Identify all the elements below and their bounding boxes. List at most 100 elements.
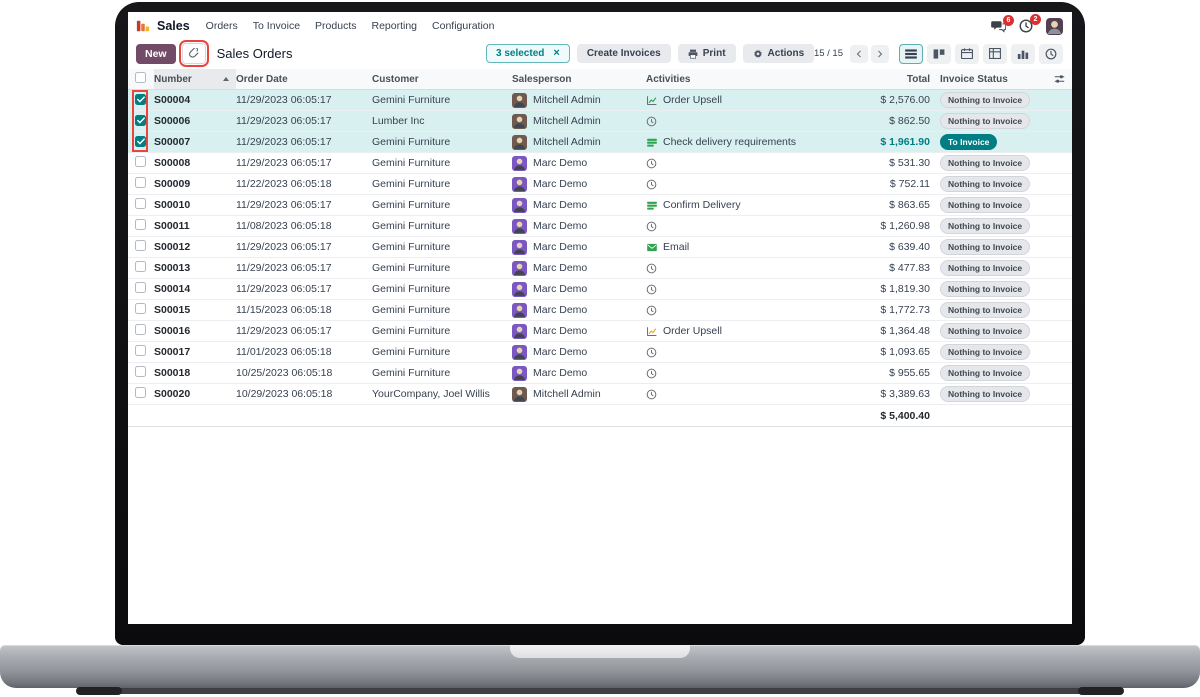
activity-cell[interactable] xyxy=(646,389,818,400)
menu-item-to-invoice[interactable]: To Invoice xyxy=(252,20,301,32)
column-header-invoice-status[interactable]: Invoice Status xyxy=(940,73,1008,85)
row-checkbox[interactable] xyxy=(135,261,146,272)
menu-item-orders[interactable]: Orders xyxy=(205,20,238,32)
chevron-left-icon xyxy=(856,50,861,57)
activity-cell[interactable] xyxy=(646,158,818,169)
app-name[interactable]: Sales xyxy=(157,19,190,33)
column-header-customer[interactable]: Customer xyxy=(372,73,419,85)
messages-icon[interactable]: 6 xyxy=(991,14,1014,33)
activity-upsell-icon xyxy=(646,326,658,337)
row-checkbox[interactable] xyxy=(135,366,146,377)
row-checkbox[interactable] xyxy=(135,136,146,147)
table-row[interactable]: S00020 10/29/2023 06:05:18 YourCompany, Jo… xyxy=(128,384,1072,405)
table-row[interactable]: S00008 11/29/2023 06:05:17 Gemini Furnitur… xyxy=(128,153,1072,174)
table-row[interactable]: S00004 11/29/2023 06:05:17 Gemini Furnitur… xyxy=(128,90,1072,111)
activity-cell[interactable]: Email xyxy=(646,241,818,253)
table-row[interactable]: S00014 11/29/2023 06:05:17 Gemini Furnitur… xyxy=(128,279,1072,300)
column-header-salesperson[interactable]: Salesperson xyxy=(512,73,572,85)
activity-label: Confirm Delivery xyxy=(663,199,741,211)
order-number: S00017 xyxy=(154,346,191,358)
row-checkbox[interactable] xyxy=(135,282,146,293)
select-all-checkbox[interactable] xyxy=(135,72,146,83)
menu-item-products[interactable]: Products xyxy=(315,20,357,32)
column-header-number[interactable]: Number xyxy=(154,69,236,89)
activity-view-button[interactable] xyxy=(1039,43,1063,64)
order-total: $ 955.65 xyxy=(889,367,930,379)
column-header-activities[interactable]: Activities xyxy=(646,73,691,85)
kanban-view-icon xyxy=(933,48,945,59)
optional-columns-icon[interactable] xyxy=(1054,74,1065,84)
calendar-view-button[interactable] xyxy=(955,43,979,64)
chevron-right-icon xyxy=(878,50,883,57)
order-date: 11/29/2023 06:05:17 xyxy=(236,262,332,274)
table-row[interactable]: S00015 11/15/2023 06:05:18 Gemini Furnitur… xyxy=(128,300,1072,321)
create-invoices-button[interactable]: Create Invoices xyxy=(576,44,671,63)
customer-name: Gemini Furniture xyxy=(372,157,451,169)
activity-cell[interactable] xyxy=(646,368,818,379)
pager-previous-button[interactable] xyxy=(850,44,868,63)
table-row[interactable]: S00017 11/01/2023 06:05:18 Gemini Furnitur… xyxy=(128,342,1072,363)
user-avatar[interactable] xyxy=(1046,17,1063,35)
table-row[interactable]: S00010 11/29/2023 06:05:17 Gemini Furnitur… xyxy=(128,195,1072,216)
table-row[interactable]: S00018 10/25/2023 06:05:18 Gemini Furnitur… xyxy=(128,363,1072,384)
order-number: S00007 xyxy=(154,136,191,148)
activity-view-icon xyxy=(1045,48,1057,59)
activity-cell[interactable] xyxy=(646,305,818,316)
row-checkbox[interactable] xyxy=(135,115,146,126)
table-row[interactable]: S00013 11/29/2023 06:05:17 Gemini Furnitur… xyxy=(128,258,1072,279)
laptop-foot-right xyxy=(1078,687,1124,695)
table-row[interactable]: S00016 11/29/2023 06:05:17 Gemini Furnitur… xyxy=(128,321,1072,342)
customer-name: Gemini Furniture xyxy=(372,178,451,190)
row-checkbox[interactable] xyxy=(135,324,146,335)
link-button[interactable] xyxy=(178,40,209,67)
laptop-bottom-edge xyxy=(78,688,1122,694)
row-checkbox[interactable] xyxy=(135,156,146,167)
graph-view-button[interactable] xyxy=(1011,43,1035,64)
new-button[interactable]: New xyxy=(136,43,176,64)
breadcrumb[interactable]: Sales Orders xyxy=(216,46,293,61)
actions-label: Actions xyxy=(767,48,805,59)
customer-name: Gemini Furniture xyxy=(372,304,451,316)
number-header-label: Number xyxy=(154,73,192,85)
column-header-order-date[interactable]: Order Date xyxy=(236,73,288,85)
table-row[interactable]: S00007 11/29/2023 06:05:17 Gemini Furnitur… xyxy=(128,132,1072,153)
deselect-icon[interactable]: × xyxy=(553,47,560,59)
activity-cell[interactable] xyxy=(646,179,818,190)
row-checkbox[interactable] xyxy=(135,240,146,251)
menu-item-reporting[interactable]: Reporting xyxy=(371,20,418,32)
column-header-total[interactable]: Total xyxy=(906,73,930,85)
row-checkbox[interactable] xyxy=(135,219,146,230)
activity-cell[interactable] xyxy=(646,284,818,295)
kanban-view-button[interactable] xyxy=(927,43,951,64)
activity-cell[interactable]: Order Upsell xyxy=(646,325,818,337)
activity-cell[interactable] xyxy=(646,221,818,232)
row-checkbox[interactable] xyxy=(135,303,146,314)
row-checkbox[interactable] xyxy=(135,387,146,398)
pivot-view-button[interactable] xyxy=(983,43,1007,64)
row-checkbox[interactable] xyxy=(135,177,146,188)
pager-next-button[interactable] xyxy=(871,44,889,63)
row-checkbox[interactable] xyxy=(135,198,146,209)
table-row[interactable]: S00009 11/22/2023 06:05:18 Gemini Furnitur… xyxy=(128,174,1072,195)
print-button[interactable]: Print xyxy=(677,44,736,63)
activity-cell[interactable]: Order Upsell xyxy=(646,94,818,106)
row-checkbox[interactable] xyxy=(135,345,146,356)
activity-cell[interactable] xyxy=(646,263,818,274)
table-row[interactable]: S00006 11/29/2023 06:05:17 Lumber Inc Mitch… xyxy=(128,111,1072,132)
table-row[interactable]: S00011 11/08/2023 06:05:18 Gemini Furnitur… xyxy=(128,216,1072,237)
table-row[interactable]: S00012 11/29/2023 06:05:17 Gemini Furnitur… xyxy=(128,237,1072,258)
activity-cell[interactable] xyxy=(646,116,818,127)
activity-cell[interactable]: Check delivery requirements xyxy=(646,136,818,148)
customer-name: Gemini Furniture xyxy=(372,325,451,337)
activity-cell[interactable] xyxy=(646,347,818,358)
activity-cell[interactable]: Confirm Delivery xyxy=(646,199,818,211)
invoice-status-badge: Nothing to Invoice xyxy=(940,197,1031,213)
actions-button[interactable]: Actions xyxy=(742,44,815,63)
row-checkbox[interactable] xyxy=(135,94,146,105)
salesperson-avatar xyxy=(512,386,527,402)
menu-item-configuration[interactable]: Configuration xyxy=(432,20,495,32)
customer-name: Gemini Furniture xyxy=(372,283,451,295)
activities-clock-icon[interactable]: 2 xyxy=(1019,14,1041,33)
list-view-button[interactable] xyxy=(899,43,923,64)
invoice-status-badge: Nothing to Invoice xyxy=(940,260,1031,276)
